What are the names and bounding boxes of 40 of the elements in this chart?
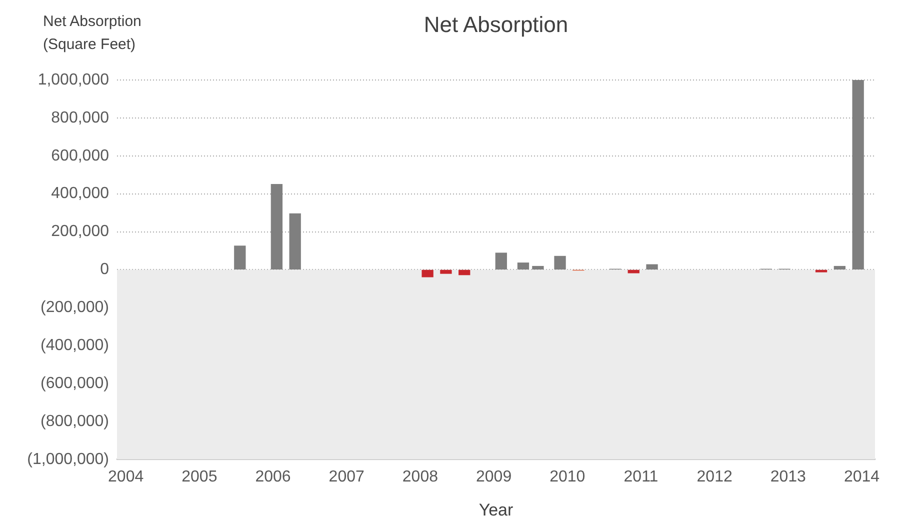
y-tick-label: (400,000) [40, 336, 109, 354]
bar [458, 270, 470, 276]
x-tick-label: 2005 [182, 468, 218, 486]
y-axis-title: Net Absorption (Square Feet) [43, 12, 142, 55]
y-tick-label: (800,000) [40, 412, 109, 430]
y-tick-label: 400,000 [51, 185, 110, 202]
x-tick-label: 2006 [255, 468, 291, 486]
x-tick-label: 2004 [108, 468, 144, 486]
chart-title: Net Absorption [422, 12, 570, 38]
y-tick-label: 0 [100, 261, 110, 278]
bar [517, 262, 530, 270]
bar [532, 266, 544, 270]
bar [289, 213, 301, 270]
x-tick-label: 2014 [844, 468, 880, 486]
x-tick-label: 2012 [696, 468, 732, 486]
bar [554, 256, 566, 270]
bar [852, 80, 864, 270]
x-tick-label: 2010 [550, 468, 586, 486]
x-tick-label: 2008 [402, 468, 438, 486]
bar [440, 270, 452, 274]
bar [815, 270, 828, 272]
bar [422, 270, 434, 278]
bar [234, 246, 246, 270]
y-tick-label: 600,000 [51, 147, 110, 164]
bar [834, 266, 846, 270]
y-tick-label: 1,000,000 [38, 71, 110, 88]
y-tick-label: 200,000 [51, 223, 110, 240]
x-tick-label: 2013 [770, 468, 806, 486]
y-tick-label: (600,000) [40, 374, 109, 392]
x-tick-label: 2007 [328, 468, 365, 486]
bar [646, 264, 658, 270]
bar [628, 270, 640, 274]
x-tick-label: 2009 [476, 468, 512, 486]
y-tick-label: 800,000 [51, 109, 110, 126]
x-tick-label: 2011 [624, 468, 658, 486]
y-tick-label: (200,000) [40, 299, 109, 316]
bar [495, 252, 507, 270]
bar [270, 184, 283, 270]
y-tick-label: (1,000,000) [27, 450, 109, 468]
x-axis-title: Year [478, 500, 514, 520]
